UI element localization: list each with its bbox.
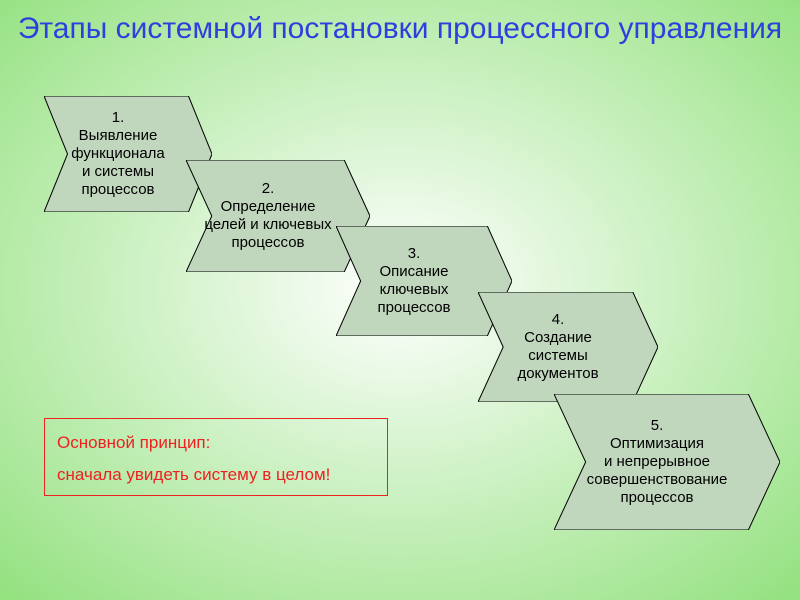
step-label: 4.Созданиесистемыдокументов [478, 311, 658, 383]
step-shape: 5.Оптимизацияи непрерывноесовершенствова… [554, 394, 780, 530]
principle-line2: сначала увидеть систему в целом! [57, 459, 375, 491]
diagram-stage: 1.Выявлениефункционалаи системыпроцессов… [0, 0, 800, 600]
step-label: 5.Оптимизацияи непрерывноесовершенствова… [554, 417, 780, 507]
slide: Этапы системной постановки процессного у… [0, 0, 800, 600]
principle-line1: Основной принцип: [57, 427, 375, 459]
principle-box: Основной принцип: сначала увидеть систем… [44, 418, 388, 496]
step-shape: 4.Созданиесистемыдокументов [478, 292, 658, 402]
